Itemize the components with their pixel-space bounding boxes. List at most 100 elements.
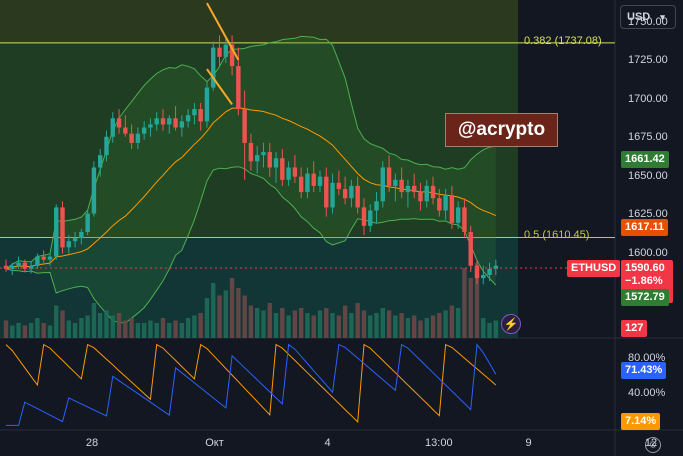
oscillator-blue — [6, 343, 497, 426]
volume-bar — [437, 313, 442, 338]
oscillator-orange — [5, 343, 497, 424]
volume-bar — [211, 283, 216, 338]
candle-body — [148, 124, 153, 128]
price-tick-1: 1725.00 — [628, 54, 668, 67]
volume-bar — [173, 320, 178, 338]
volume-bar — [148, 320, 153, 338]
price-tick-5: 1625.00 — [628, 208, 668, 221]
volume-bar — [54, 305, 59, 338]
candle-body — [204, 87, 210, 122]
candle-body — [443, 195, 448, 211]
volume-bar — [399, 313, 404, 338]
candle-body — [91, 167, 97, 214]
candle-body — [292, 167, 298, 177]
candle-body — [217, 47, 222, 57]
candle-body — [361, 207, 367, 226]
candle-body — [468, 231, 473, 266]
candle-body — [273, 158, 279, 168]
candle-body — [192, 109, 197, 116]
volume-bar — [298, 308, 304, 338]
volume-bar — [361, 310, 367, 338]
volume-bar — [418, 320, 423, 338]
price-tag-last-line: −1.86% — [625, 274, 663, 287]
candle-body — [455, 207, 461, 223]
candle-body — [198, 109, 203, 122]
candle-body — [167, 118, 172, 125]
candle-body — [10, 265, 15, 269]
candle-body — [22, 262, 28, 269]
candle-body — [349, 185, 354, 199]
candle-body — [110, 118, 115, 137]
chevron-down-icon: ▾ — [660, 11, 665, 22]
candle-body — [47, 256, 53, 260]
candle-body — [141, 127, 147, 134]
volume-bar — [160, 318, 166, 338]
candle-body — [72, 238, 78, 242]
candle-body — [430, 185, 436, 199]
candle-body — [66, 241, 71, 248]
volume-bar — [462, 268, 467, 338]
candle-body — [261, 152, 266, 156]
candle-body — [28, 265, 34, 269]
candle-body — [255, 155, 260, 162]
volume-bar — [248, 305, 254, 338]
volume-bar — [41, 323, 46, 338]
candle-body — [211, 47, 216, 88]
volume-bar — [336, 315, 342, 338]
volume-bar — [405, 318, 411, 338]
oscillator-tick-0: 80.00% — [628, 352, 666, 365]
candle-body — [173, 118, 178, 128]
candle-body — [418, 192, 423, 202]
candle-body — [305, 173, 310, 193]
volume-bar — [267, 303, 272, 338]
fib-label-0: 0.382 (1737.08) — [524, 34, 602, 47]
volume-bar — [255, 308, 260, 338]
candle-body — [424, 185, 429, 202]
flash-icon[interactable]: ⚡ — [501, 314, 521, 334]
watermark: @acrypto — [445, 113, 558, 147]
price-tag-bb-basis: 1617.11 — [621, 219, 669, 237]
fib-label-1: 0.5 (1610.45) — [524, 229, 590, 242]
candle-body — [324, 176, 329, 208]
volume-bar — [98, 313, 103, 338]
volume-bar — [430, 315, 436, 338]
volume-bar — [116, 313, 122, 338]
candle-body — [267, 152, 272, 168]
volume-bar — [380, 308, 385, 338]
volume-bar — [261, 310, 266, 338]
candle-body — [487, 268, 492, 276]
volume-bar — [443, 310, 448, 338]
volume-bar — [305, 313, 310, 338]
candle-body — [116, 118, 122, 128]
volume-bar — [35, 318, 40, 338]
volume-bar — [280, 308, 285, 338]
settings-gear-icon[interactable]: ⚙ — [645, 437, 661, 453]
volume-bar — [324, 308, 329, 338]
candle-body — [229, 44, 235, 67]
candle-body — [41, 256, 46, 260]
bollinger-lower — [5, 166, 497, 324]
price-tick-0: 1750.00 — [628, 16, 668, 29]
currency-selector[interactable]: USD ▾ — [620, 5, 676, 29]
oscillator-value-tag-0: 71.43% — [621, 362, 667, 379]
candle-body — [129, 133, 134, 143]
volume-bar — [286, 315, 291, 338]
candle-body — [493, 265, 499, 269]
candle-body — [160, 118, 166, 125]
volume-bar — [91, 303, 97, 338]
time-tick-1: Окт — [205, 437, 224, 449]
time-tick-3: 13:00 — [425, 437, 453, 449]
volume-bar — [273, 313, 279, 338]
price-tag-bb-upper: 1661.42 — [621, 151, 669, 169]
volume-bar — [47, 325, 53, 338]
volume-bar — [192, 315, 197, 338]
candle-body — [16, 262, 21, 266]
candle-body — [223, 44, 228, 57]
volume-bar — [474, 263, 480, 338]
volume-bar — [468, 278, 473, 338]
candle-body — [104, 136, 109, 156]
volume-bar — [66, 320, 71, 338]
volume-bar — [493, 320, 499, 338]
volume-bar — [374, 313, 379, 338]
